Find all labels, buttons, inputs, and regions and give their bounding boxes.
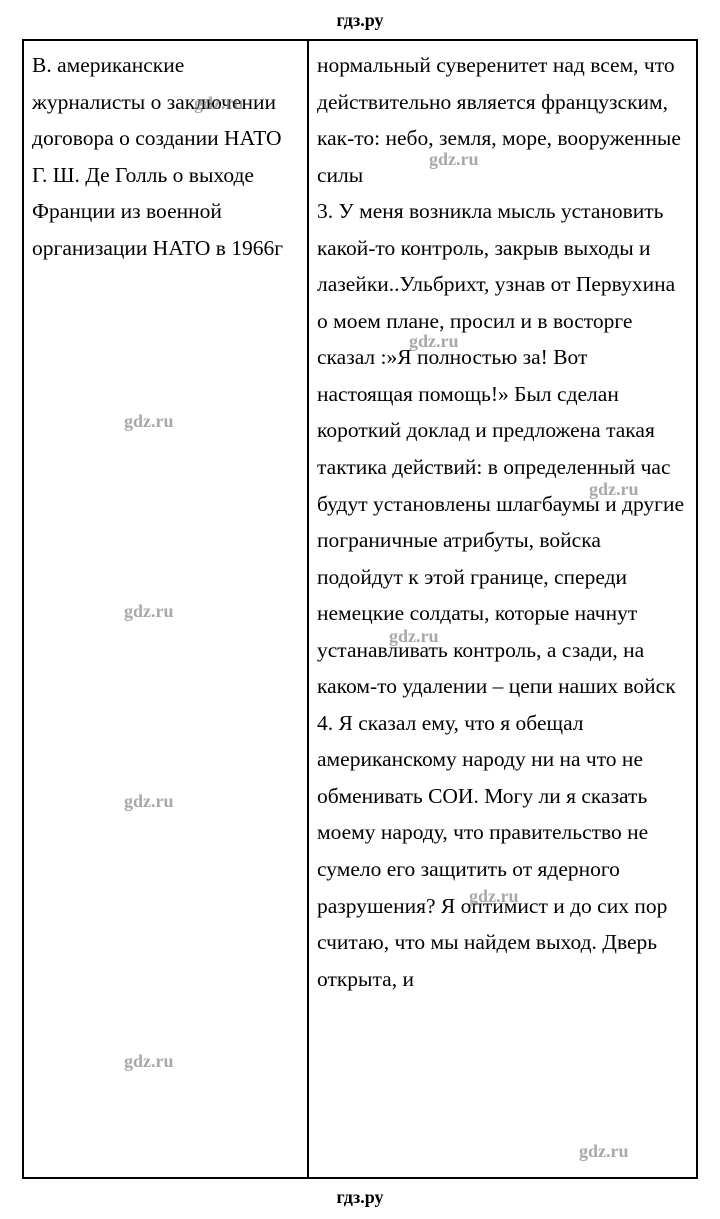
page-footer: гдз.ру bbox=[0, 1179, 720, 1218]
table-left-column: В. американские журналисты о заключении … bbox=[24, 41, 309, 1177]
watermark: gdz.ru bbox=[124, 601, 174, 622]
left-cell-text: В. американские журналисты о заключении … bbox=[32, 47, 299, 266]
watermark: gdz.ru bbox=[124, 411, 174, 432]
watermark: gdz.ru bbox=[124, 791, 174, 812]
header-text: гдз.ру bbox=[336, 10, 383, 30]
table-right-column: нормальный суверенитет над всем, что дей… bbox=[309, 41, 696, 1177]
watermark: gdz.ru bbox=[579, 1141, 629, 1162]
footer-text: гдз.ру bbox=[336, 1187, 383, 1207]
watermark: gdz.ru bbox=[124, 1051, 174, 1072]
content-table: В. американские журналисты о заключении … bbox=[22, 39, 698, 1179]
page-header: гдз.ру bbox=[0, 0, 720, 39]
right-cell-text: нормальный суверенитет над всем, что дей… bbox=[317, 47, 688, 997]
